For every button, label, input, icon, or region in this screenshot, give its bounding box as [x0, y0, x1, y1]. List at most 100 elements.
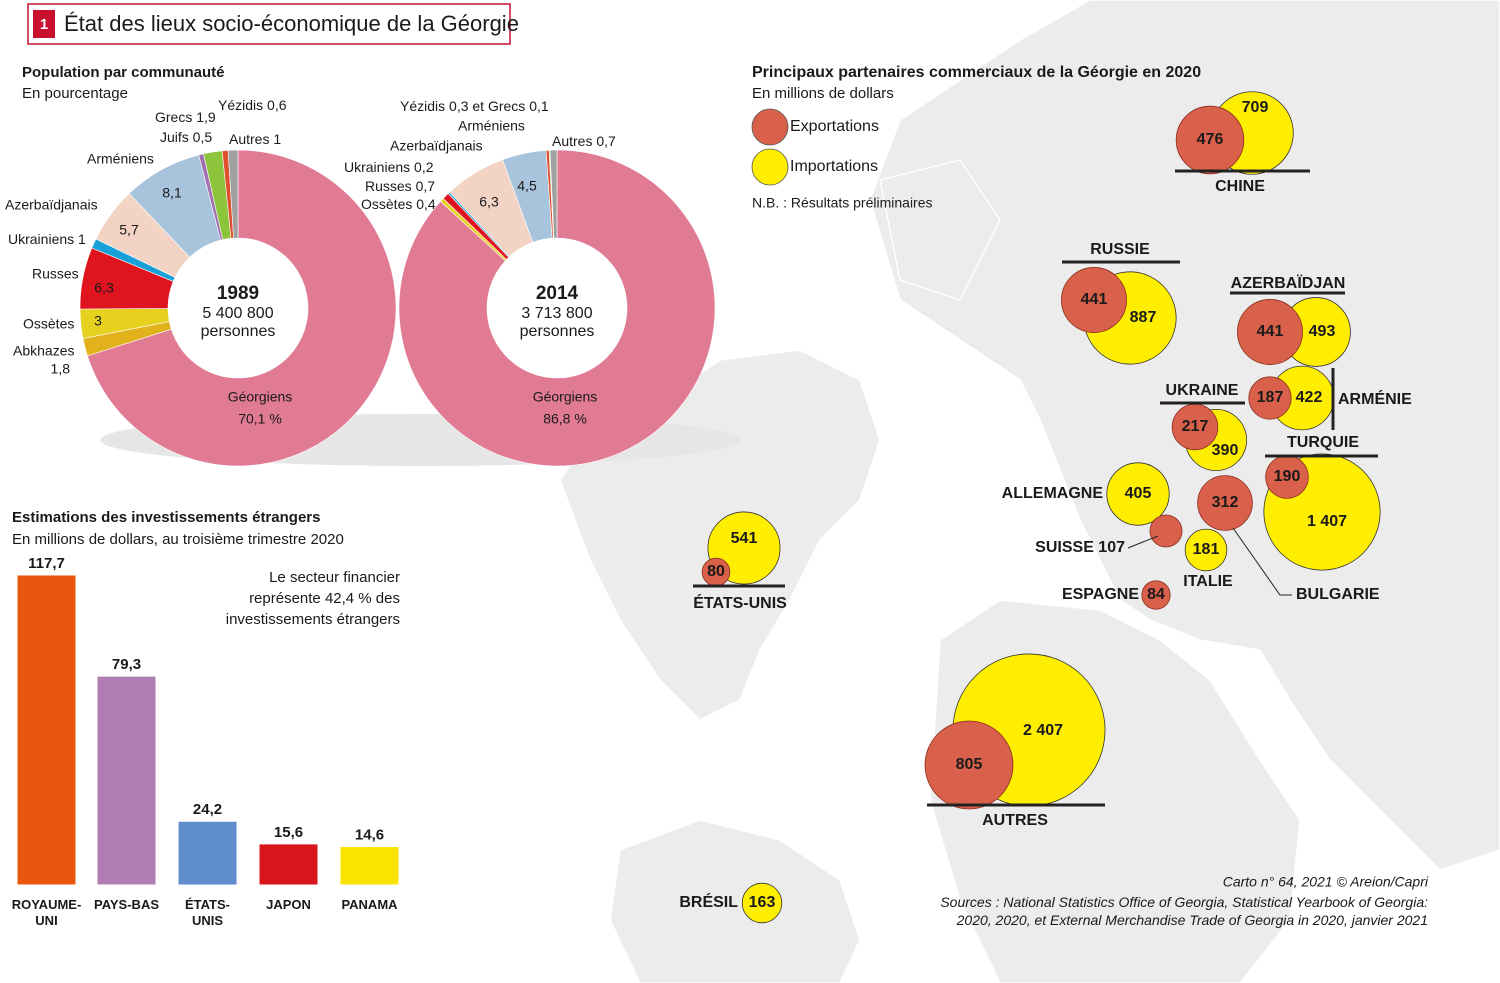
- donut-slice: [398, 149, 716, 467]
- label-part: 0,5: [189, 129, 213, 145]
- bar-value-label: 79,3: [112, 656, 141, 673]
- import-value-label: 163: [749, 894, 776, 911]
- land: [609, 819, 861, 983]
- partner-label: ALLEMAGNE: [1002, 485, 1104, 502]
- label-part: Ukrainiens: [8, 231, 74, 247]
- slice-label: Yézidis 0,3 et Grecs 0,1: [400, 98, 549, 114]
- slice-value-label: 5,7: [119, 222, 139, 238]
- label-part: 107: [1094, 539, 1125, 556]
- label-part: Grecs: [155, 109, 192, 125]
- import-bubble: [1106, 462, 1170, 526]
- label-part: Autres: [229, 131, 269, 147]
- x-tick-label: PAYS-BAS: [93, 897, 160, 912]
- label-part: 1,9: [192, 109, 216, 125]
- partner-label: BRÉSIL: [679, 892, 738, 911]
- export-value-label: 805: [956, 756, 983, 773]
- export-bubble: [1197, 475, 1253, 531]
- bar-value-label: 24,2: [193, 801, 222, 818]
- partner-label: BULGARIE: [1296, 586, 1380, 603]
- partner-label: ÉTATS-UNIS: [693, 593, 787, 612]
- import-value-label: 1 407: [1307, 513, 1347, 530]
- label-part: 0,4: [412, 196, 436, 212]
- partner-label: AUTRES: [982, 812, 1048, 829]
- credit: Carto n° 64, 2021 © Areion/Capri: [1223, 874, 1429, 890]
- partner-label: ESPAGNE: [1062, 586, 1139, 603]
- annotation: Le secteur financier représente 42,4 % d…: [225, 569, 400, 628]
- import-value-label: 405: [1125, 485, 1152, 502]
- import-value-label: 390: [1212, 442, 1239, 459]
- partner-label: CHINE: [1215, 178, 1265, 195]
- slice-value-label: 86,8 %: [543, 411, 587, 427]
- slice-label: Autres 1: [229, 131, 281, 147]
- export-value-label: 476: [1197, 131, 1224, 148]
- leader-line: [1127, 535, 1159, 549]
- slice-value-label: 6,3: [94, 280, 114, 296]
- donut-center-year: 1989: [217, 283, 259, 304]
- slice-label: Azerbaïdjanais: [390, 138, 483, 154]
- slice-label: Géorgiens: [228, 389, 293, 405]
- label-part: 1: [74, 231, 86, 247]
- legend-label: Exportations: [790, 118, 879, 135]
- label-part: 1: [269, 131, 281, 147]
- partner-label: ARMÉNIE: [1338, 389, 1412, 408]
- label-part: 0,6: [263, 97, 287, 113]
- import-value-label: 181: [1193, 541, 1220, 558]
- slice-value-label: 3: [94, 313, 102, 329]
- label-part: et: [469, 98, 485, 114]
- donut-slice: [87, 149, 397, 467]
- export-bubble: [1175, 105, 1245, 175]
- slice-label: Arméniens: [87, 151, 154, 167]
- bar-value-label: 14,6: [355, 827, 384, 844]
- chart-note: N.B. : Résultats préliminaires: [752, 195, 933, 211]
- x-tick-label: PANAMA: [341, 897, 398, 912]
- slice-value-label: 6,3: [479, 194, 499, 210]
- export-bubble: [1141, 580, 1171, 610]
- import-value-label: 422: [1296, 389, 1323, 406]
- donut-center-year: 2014: [536, 283, 579, 304]
- legend-swatch: [751, 148, 789, 186]
- chart-title: Population par communauté: [22, 64, 225, 81]
- slice-label: Yézidis 0,6: [218, 97, 287, 113]
- partner-label: ITALIE: [1183, 573, 1233, 590]
- partner-label: TURQUIE: [1287, 434, 1359, 451]
- import-value-label: 887: [1130, 309, 1157, 326]
- partner-label: RUSSIE: [1090, 241, 1150, 258]
- export-value-label: 441: [1081, 291, 1108, 308]
- slice-label: Ossètes: [23, 316, 74, 332]
- bar: [258, 843, 319, 886]
- leader-line: [1232, 527, 1292, 596]
- export-value-label: 312: [1212, 494, 1239, 511]
- slice-value-label: 1,8: [51, 361, 71, 377]
- import-value-label: 2 407: [1023, 722, 1063, 739]
- title-box: [27, 3, 511, 45]
- export-bubble: [1149, 514, 1183, 548]
- slice-label: Ukrainiens 0,2: [344, 159, 434, 175]
- chart-subtitle: En millions de dollars, au troisième tri…: [12, 531, 344, 548]
- bar: [16, 574, 77, 886]
- title-badge: [33, 10, 55, 38]
- export-value-label: 84: [1147, 586, 1165, 603]
- import-value-label: 493: [1309, 323, 1336, 340]
- slice-value-label: 4,5: [517, 178, 537, 194]
- export-value-label: 80: [707, 563, 725, 580]
- export-value-label: 217: [1182, 418, 1209, 435]
- page-title: État des lieux socio-économique de la Gé…: [64, 11, 519, 36]
- slice-label: Ukrainiens 1: [8, 231, 86, 247]
- slice-value-label: 70,1 %: [238, 411, 282, 427]
- label-part: Autres: [552, 133, 592, 149]
- legend-swatch: [751, 108, 789, 146]
- partner-label: SUISSE 107: [1035, 539, 1125, 556]
- bar-value-label: 15,6: [274, 824, 303, 841]
- slice-label: Autres 0,7: [552, 133, 616, 149]
- export-value-label: 187: [1257, 389, 1284, 406]
- import-value-label: 709: [1242, 99, 1269, 116]
- label-part: Juifs: [160, 129, 189, 145]
- donut-center-unit: personnes: [520, 323, 595, 340]
- slice-label: Juifs 0,5: [160, 129, 212, 145]
- import-bubble: [1184, 528, 1228, 572]
- label-part: Ossètes: [361, 196, 412, 212]
- label-part: 0,1: [525, 98, 549, 114]
- donut-center-unit: personnes: [201, 323, 276, 340]
- label-part: Yézidis: [400, 98, 445, 114]
